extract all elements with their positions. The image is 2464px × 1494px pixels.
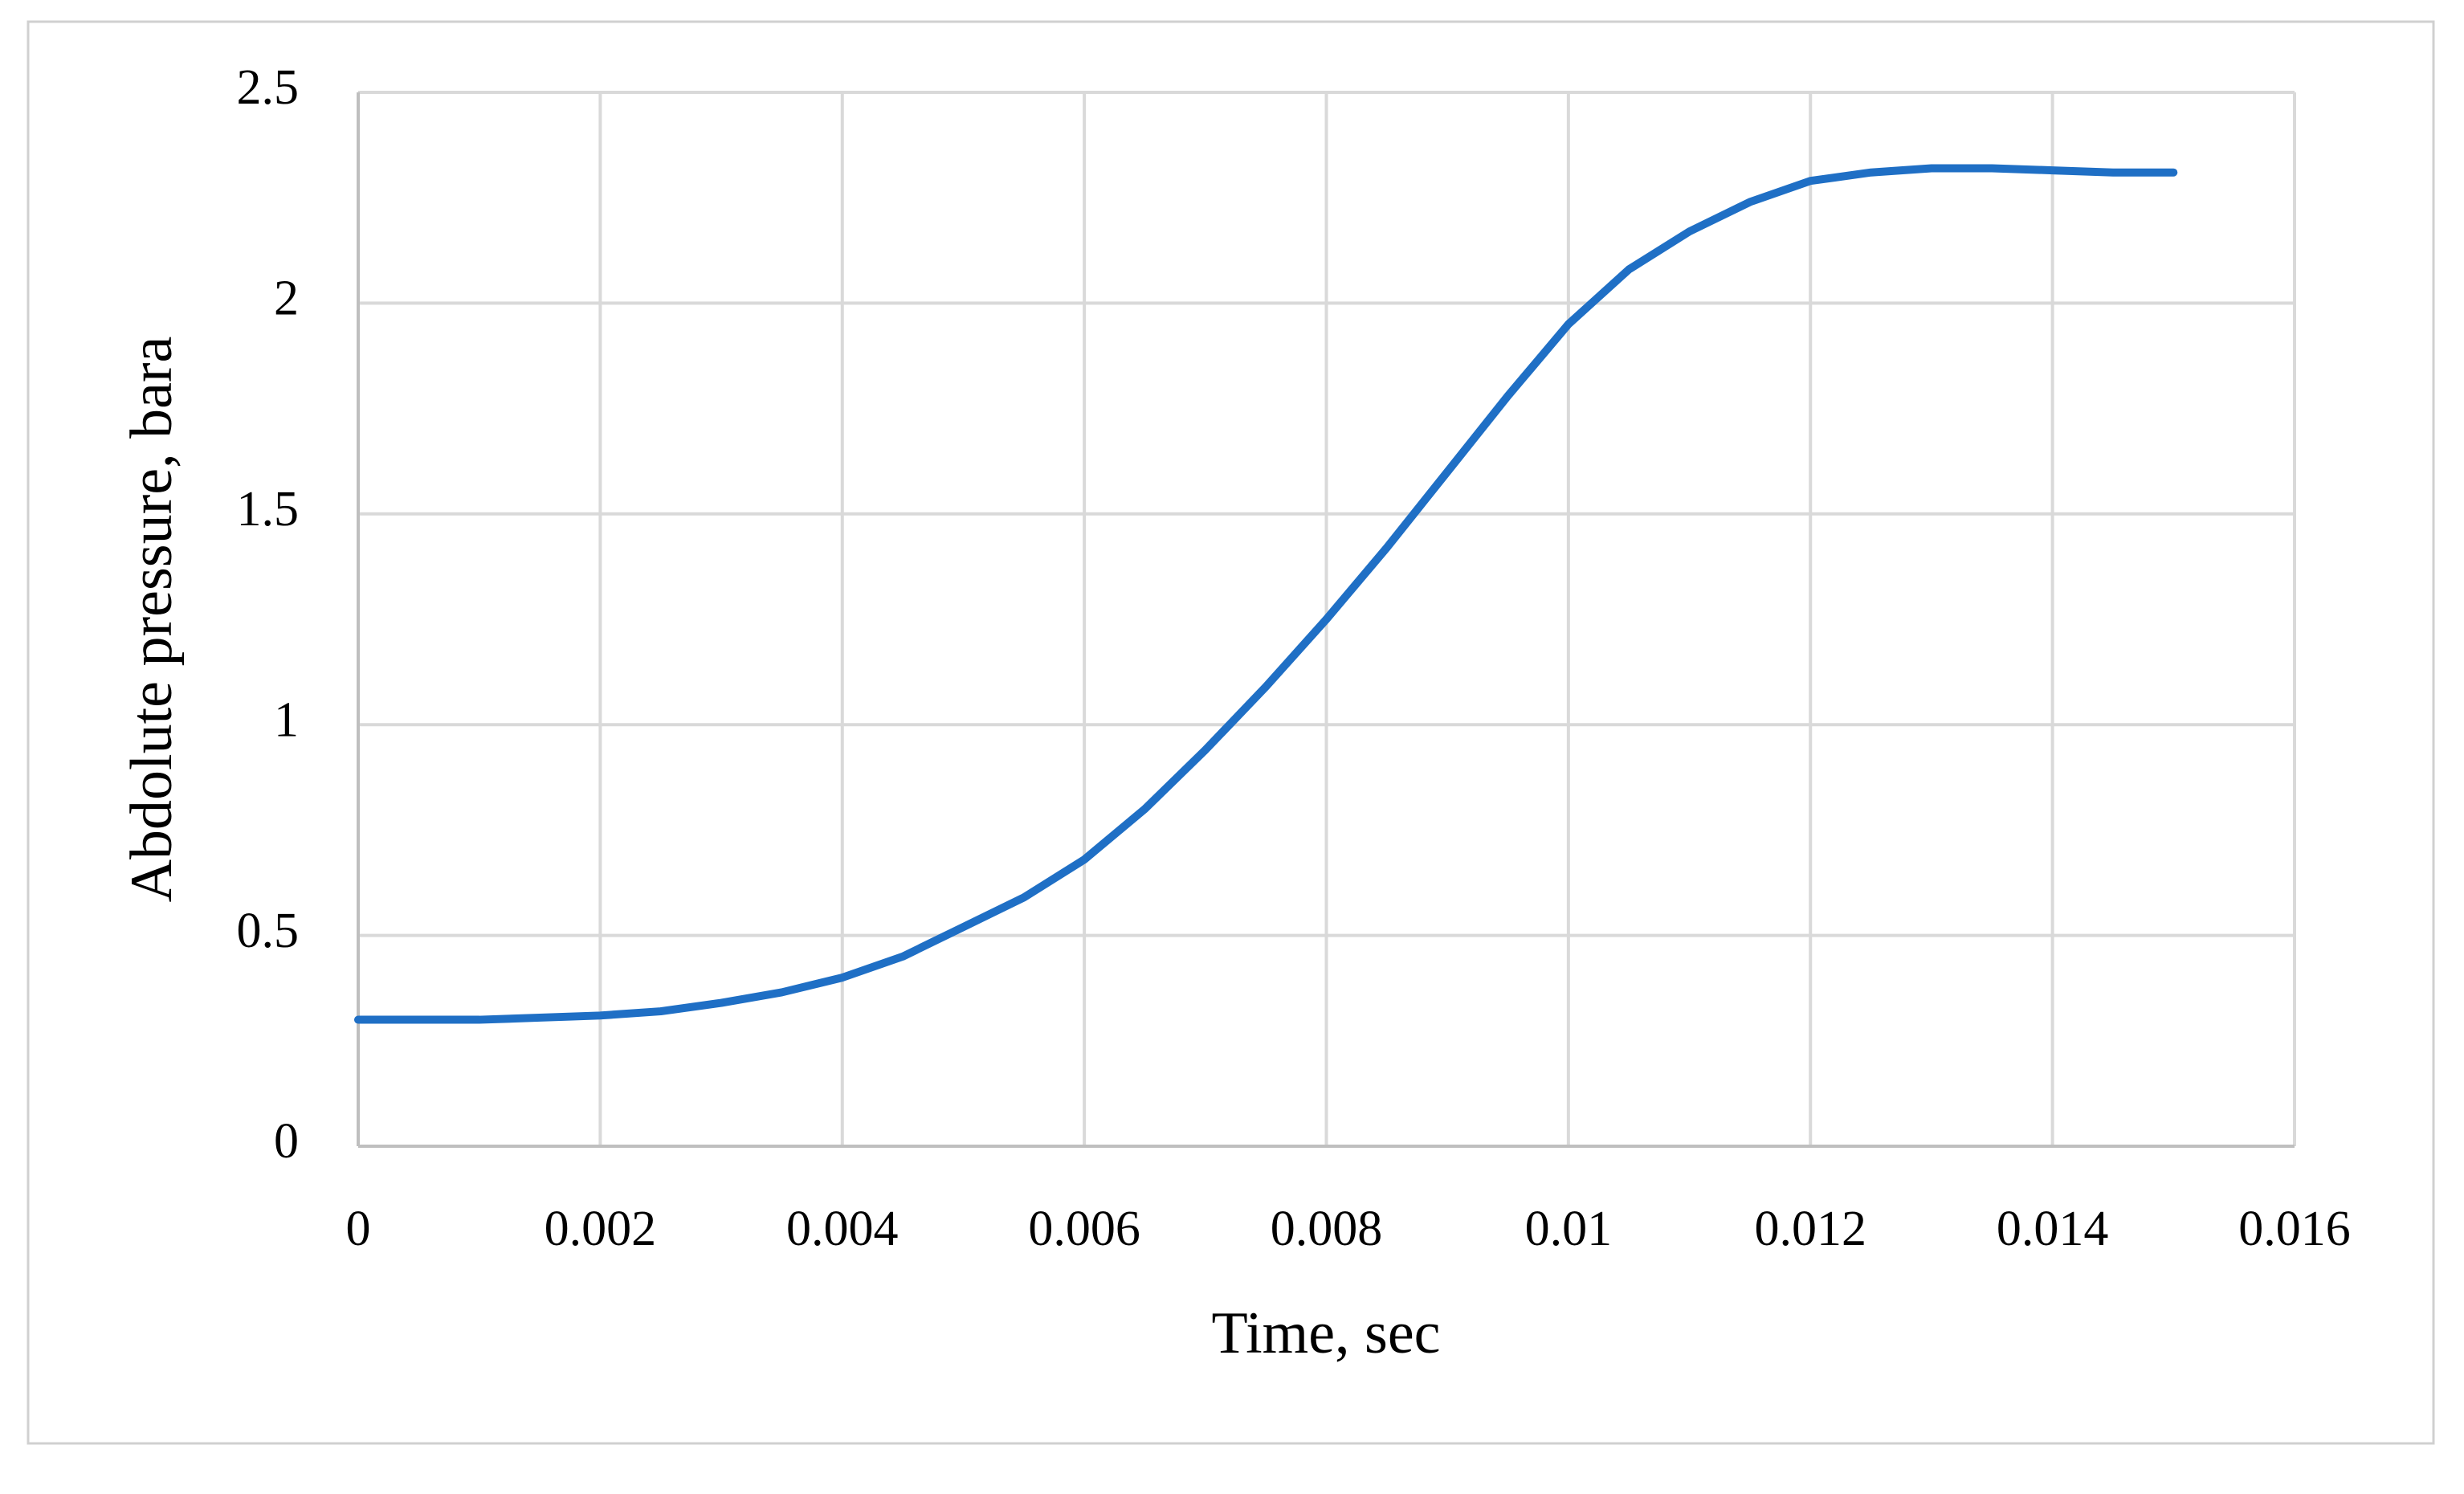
x-tick-label: 0.01	[1525, 1202, 1613, 1256]
y-axis-title: Abdolute pressure, bara	[119, 337, 185, 903]
x-tick-label: 0.002	[545, 1202, 657, 1256]
chart-border	[27, 20, 2435, 1445]
x-tick-label: 0.014	[1997, 1202, 2109, 1256]
x-tick-label: 0.006	[1028, 1202, 1140, 1256]
data-line	[354, 164, 2178, 1024]
y-tick-label: 0.5	[237, 904, 300, 958]
x-tick-label: 0.012	[1755, 1202, 1867, 1256]
x-tick-label: 0.016	[2238, 1202, 2351, 1256]
x-axis-title: Time, sec	[1211, 1300, 1440, 1366]
x-tick-label: 0.008	[1271, 1202, 1383, 1256]
y-tick-label: 1.5	[237, 482, 300, 537]
y-tick-label: 2.5	[237, 60, 300, 115]
x-tick-label: 0.004	[786, 1202, 899, 1256]
y-tick-label: 2	[274, 271, 299, 326]
y-tick-label: 1	[274, 692, 299, 747]
y-tick-label: 0	[274, 1114, 299, 1169]
x-tick-label: 0	[346, 1202, 371, 1256]
